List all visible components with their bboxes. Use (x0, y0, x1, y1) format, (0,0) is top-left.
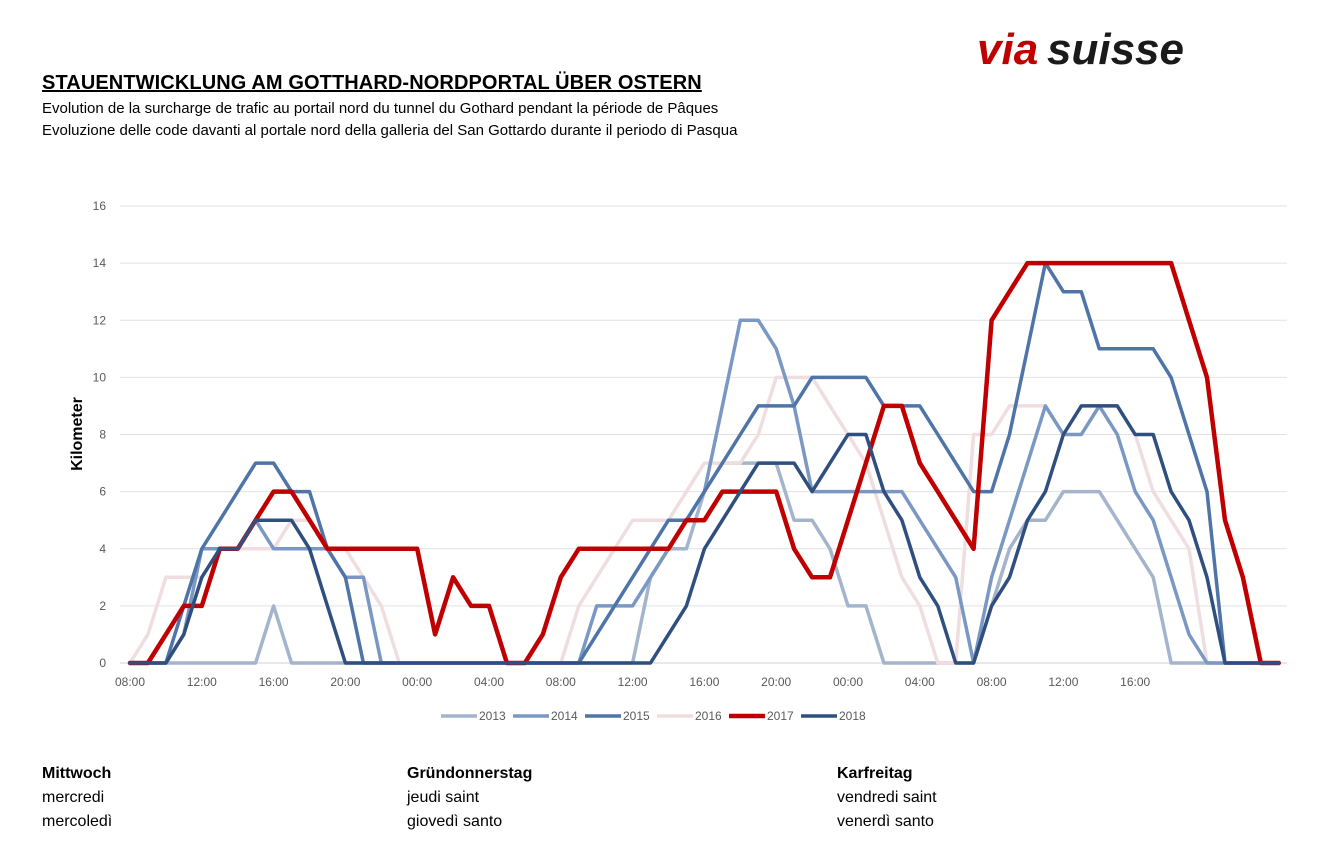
legend-label-2015: 2015 (623, 709, 650, 723)
y-tick-label: 16 (93, 199, 107, 213)
series-line-2015 (128, 261, 1281, 665)
day-name-italian: venerdì santo (837, 813, 934, 830)
y-tick-label: 2 (99, 599, 106, 613)
legend-label-2013: 2013 (479, 709, 506, 723)
y-tick-label: 4 (99, 542, 106, 556)
day-name-french: mercredi (42, 789, 105, 806)
day-name-italian: giovedì santo (407, 813, 503, 830)
x-tick-label: 00:00 (402, 675, 432, 689)
series-line-2018 (128, 404, 1281, 665)
day-label-good-friday: Karfreitag vendredi saint venerdì santo (837, 762, 937, 834)
legend-label-2017: 2017 (767, 709, 794, 723)
x-axis-tick-labels: 08:00 12:00 16:00 20:00 00:00 04:00 08:00 12:00… (115, 675, 1151, 689)
x-tick-label: 12:00 (1048, 675, 1078, 689)
x-tick-label: 12:00 (187, 675, 217, 689)
x-tick-label: 20:00 (761, 675, 791, 689)
chart-gridlines (120, 205, 1287, 664)
legend-label-2014: 2014 (551, 709, 578, 723)
day-label-maundy-thursday: Gründonnerstag jeudi saint giovedì santo (407, 762, 532, 834)
legend-label-2016: 2016 (695, 709, 722, 723)
x-tick-label: 04:00 (905, 675, 935, 689)
day-name-french: vendredi saint (837, 789, 937, 806)
y-axis-tick-labels: 0 2 4 6 8 10 12 14 16 (93, 199, 107, 670)
day-name-german: Karfreitag (837, 765, 913, 782)
legend-label-2018: 2018 (839, 709, 866, 723)
x-tick-label: 08:00 (546, 675, 576, 689)
viasuisse-logo: via suisse (977, 25, 1184, 74)
chart-legend: 2013 2014 2015 2016 2017 2018 (441, 709, 866, 723)
y-tick-label: 8 (99, 428, 106, 442)
logo-suisse-text: suisse (1047, 25, 1184, 74)
x-tick-label: 12:00 (618, 675, 648, 689)
x-tick-label: 08:00 (977, 675, 1007, 689)
x-tick-label: 00:00 (833, 675, 863, 689)
subtitle-french: Evolution de la surcharge de trafic au p… (42, 100, 719, 117)
y-tick-label: 12 (93, 313, 107, 327)
subtitle-italian: Evoluzione delle code davanti al portale… (42, 122, 738, 139)
x-tick-label: 16:00 (1120, 675, 1150, 689)
x-tick-label: 08:00 (115, 675, 145, 689)
y-axis-label: Kilometer (69, 397, 86, 471)
day-name-german: Mittwoch (42, 765, 112, 782)
y-tick-label: 10 (93, 370, 107, 384)
x-tick-label: 16:00 (259, 675, 289, 689)
y-tick-label: 0 (99, 656, 106, 670)
day-name-french: jeudi saint (407, 789, 480, 806)
y-tick-label: 14 (93, 256, 107, 270)
series-line-2017 (127, 260, 1282, 666)
page-title: STAUENTWICKLUNG AM GOTTHARD-NORDPORTAL Ü… (42, 72, 702, 94)
chart-series-lines (127, 260, 1282, 666)
day-name-italian: mercoledì (42, 813, 113, 830)
x-tick-label: 04:00 (474, 675, 504, 689)
day-label-wednesday: Mittwoch mercredi mercoledì (42, 762, 112, 834)
logo-via-text: via (977, 25, 1038, 74)
x-tick-label: 20:00 (330, 675, 360, 689)
day-name-german: Gründonnerstag (407, 765, 533, 782)
x-tick-label: 16:00 (689, 675, 719, 689)
y-tick-label: 6 (99, 485, 106, 499)
